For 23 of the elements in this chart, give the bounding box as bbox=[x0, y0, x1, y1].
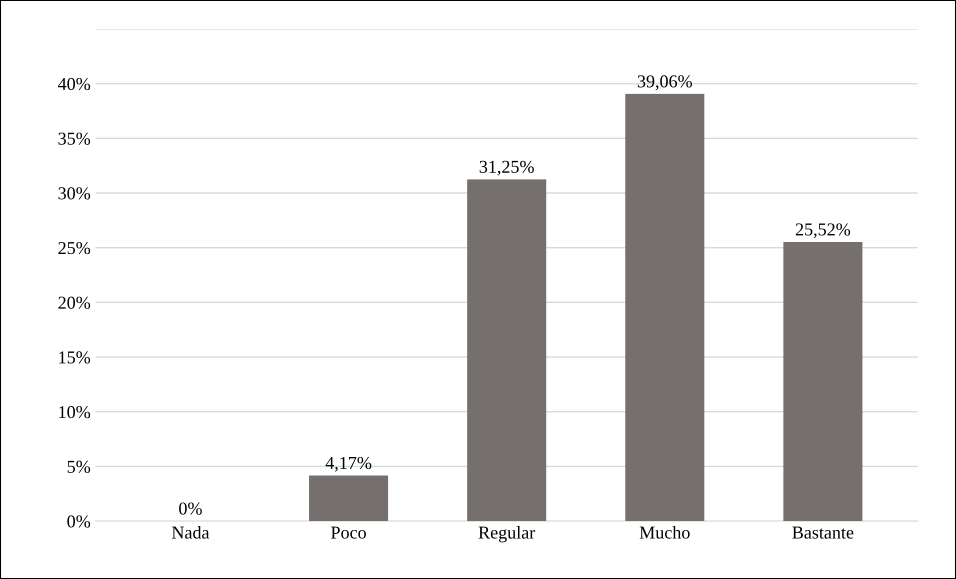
y-tick-label: 0% bbox=[67, 515, 90, 528]
data-label: 31,25% bbox=[480, 160, 534, 176]
x-tick-label: Bastante bbox=[792, 526, 854, 539]
x-tick-label: Mucho bbox=[640, 526, 690, 539]
y-tick-label: 25% bbox=[58, 242, 90, 254]
y-tick-label: 5% bbox=[68, 460, 90, 473]
data-label: 25,52% bbox=[796, 223, 850, 238]
x-tick-label: Nada bbox=[172, 526, 210, 539]
data-label: 39,06% bbox=[638, 75, 692, 90]
y-tick-label: 30% bbox=[58, 187, 90, 200]
bar bbox=[467, 179, 546, 522]
y-tick-label: 35% bbox=[58, 132, 90, 145]
bar bbox=[309, 475, 388, 522]
y-tick-label: 40% bbox=[58, 78, 90, 90]
bar bbox=[783, 242, 862, 522]
bar bbox=[625, 94, 704, 522]
data-label: 4,17% bbox=[326, 456, 372, 472]
y-tick-label: 20% bbox=[58, 296, 90, 309]
x-tick-label: Regular bbox=[478, 526, 536, 542]
x-tick-label: Poco bbox=[331, 526, 366, 539]
y-tick-label: 15% bbox=[59, 351, 90, 364]
data-label: 0% bbox=[179, 502, 202, 515]
y-tick-label: 10% bbox=[59, 406, 90, 418]
